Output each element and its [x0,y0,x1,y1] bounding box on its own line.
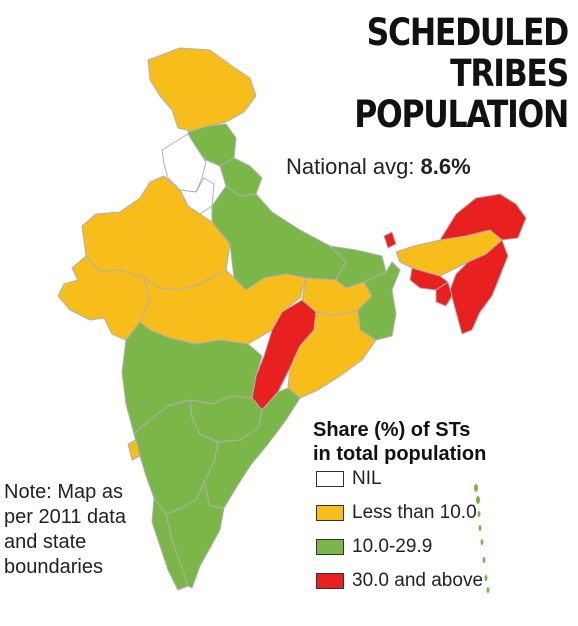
region-sikkim [383,231,397,249]
island-dot [482,557,486,563]
legend-title-line-1: Share (%) of STs [313,419,471,441]
legend-label-nil: NIL [352,468,382,489]
region-gujarat [57,255,151,341]
title-line-1: SCHEDULED TRIBES [366,11,570,95]
island-dot [480,539,484,545]
region-andhra-pradesh [203,387,301,509]
island-dot [486,587,490,593]
island-dot [476,496,480,504]
region-odisha [287,309,377,399]
map-note: Note: Map as per 2011 data and state bou… [4,481,126,578]
legend-item-nil: NIL [316,468,382,490]
region-jammu-kashmir [147,47,257,133]
legend-swatch-low [316,505,344,521]
island-dot [477,511,481,517]
island-dot [474,484,478,492]
region-tamil-nadu [165,481,225,589]
island-dot [478,525,482,531]
national-average-value: 8.6% [420,154,471,179]
region-goa [127,439,141,461]
legend-item-low: Less than 10.0 [316,502,477,524]
region-punjab [161,133,207,193]
national-average-label: National avg: [286,154,415,179]
legend-label-low: Less than 10.0 [352,502,477,523]
region-tripura [435,281,453,307]
region-arunachal [439,193,527,241]
title-line-2: POPULATION [354,93,569,136]
national-average: National avg: 8.6% [286,154,471,180]
region-west-bengal [357,261,401,341]
legend-label-mid: 10.0-29.9 [352,536,433,557]
map-title: SCHEDULED TRIBES POPULATION [245,11,570,136]
legend-item-mid: 10.0-29.9 [316,536,432,558]
legend-item-high: 30.0 and above [316,570,483,592]
legend-title: Share (%) of STs in total population [313,418,513,466]
legend-swatch-mid [316,539,344,555]
region-uttar-pradesh [211,185,347,291]
island-dot [484,575,488,581]
legend-label-high: 30.0 and above [352,570,484,591]
legend-swatch-nil [316,471,344,487]
legend-title-line-2: in total population [313,443,487,465]
region-karnataka [133,399,219,515]
legend-swatch-high [316,573,344,589]
